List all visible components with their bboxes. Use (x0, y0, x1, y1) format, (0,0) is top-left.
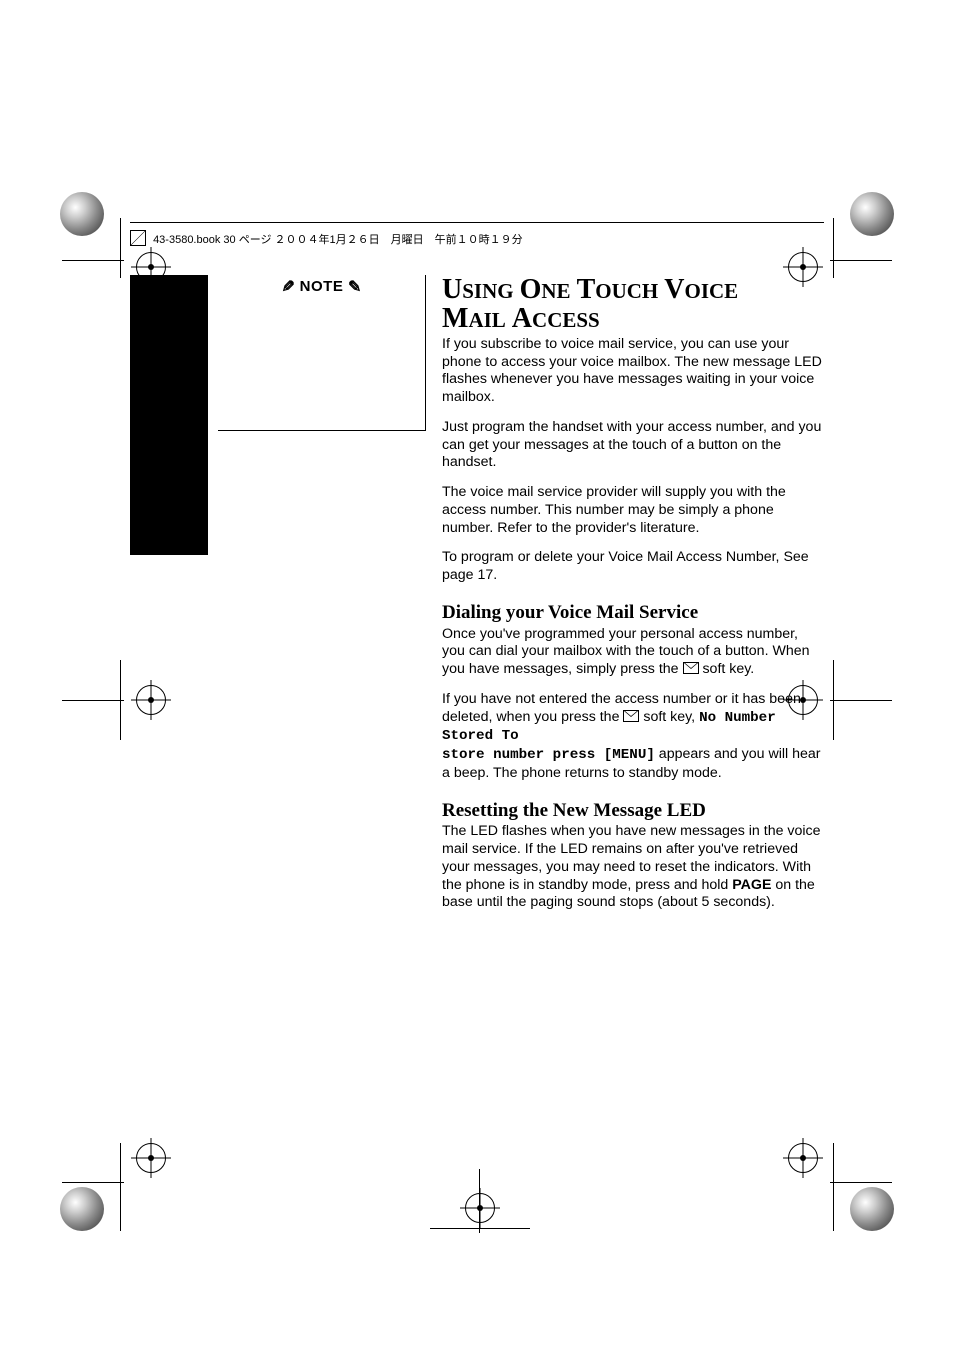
reg-ball-bl (60, 1187, 104, 1231)
reg-ball-br (850, 1187, 894, 1231)
crosshair-bc (465, 1193, 495, 1223)
frame-line (120, 1143, 121, 1231)
bold-key: PAGE (732, 877, 771, 893)
envelope-icon (683, 662, 699, 674)
paragraph: Once you've programmed your personal acc… (442, 626, 824, 679)
note-box: ✎ NOTE ✎ (218, 275, 426, 431)
book-icon (130, 230, 146, 246)
title-line2: MAIL ACCESS (442, 307, 600, 333)
frame-line (120, 660, 121, 740)
main-text-column: USING ONE TOUCH VOICE MAIL ACCESS If you… (432, 275, 824, 1171)
frame-line (62, 700, 124, 701)
subsection-title: Dialing your Voice Mail Service (442, 601, 824, 625)
frame-line (62, 1182, 124, 1183)
subsection-title: Resetting the New Message LED (442, 799, 824, 823)
section-title: USING ONE TOUCH VOICE MAIL ACCESS (442, 275, 824, 334)
paragraph: If you have not entered the access numbe… (442, 691, 824, 783)
header-text: 43-3580.book 30 ページ ２００４年1月２６日 月曜日 午前１０時… (153, 234, 523, 246)
frame-line (833, 1143, 834, 1231)
frame-line (830, 700, 892, 701)
paragraph: To program or delete your Voice Mail Acc… (442, 549, 824, 585)
paragraph: The voice mail service provider will sup… (442, 484, 824, 537)
frame-line (430, 1228, 530, 1229)
reg-ball-tr (850, 192, 894, 236)
paragraph: The LED flashes when you have new messag… (442, 823, 824, 912)
note-header: ✎ NOTE ✎ (218, 275, 425, 296)
frame-line (120, 218, 121, 278)
title-line1: USING ONE TOUCH VOICE (442, 275, 824, 304)
content-area: ✎ NOTE ✎ USING ONE TOUCH VOICE MAIL ACCE… (130, 275, 824, 1171)
note-label: NOTE (300, 278, 344, 295)
paragraph: Just program the handset with your acces… (442, 419, 824, 472)
lcd-text: store number press [MENU] (442, 747, 655, 763)
pencil-icon: ✎ (281, 277, 295, 297)
paragraph: If you subscribe to voice mail service, … (442, 336, 824, 407)
side-black-bar (130, 275, 208, 555)
frame-line (833, 218, 834, 278)
page-header: 43-3580.book 30 ページ ２００４年1月２６日 月曜日 午前１０時… (130, 222, 824, 251)
envelope-icon (623, 710, 639, 722)
frame-line (830, 1182, 892, 1183)
note-column: ✎ NOTE ✎ (208, 275, 432, 1171)
frame-line (479, 1169, 480, 1233)
reg-ball-tl (60, 192, 104, 236)
frame-line (62, 260, 124, 261)
frame-line (830, 260, 892, 261)
frame-line (833, 660, 834, 740)
pencil-icon: ✎ (348, 277, 362, 297)
